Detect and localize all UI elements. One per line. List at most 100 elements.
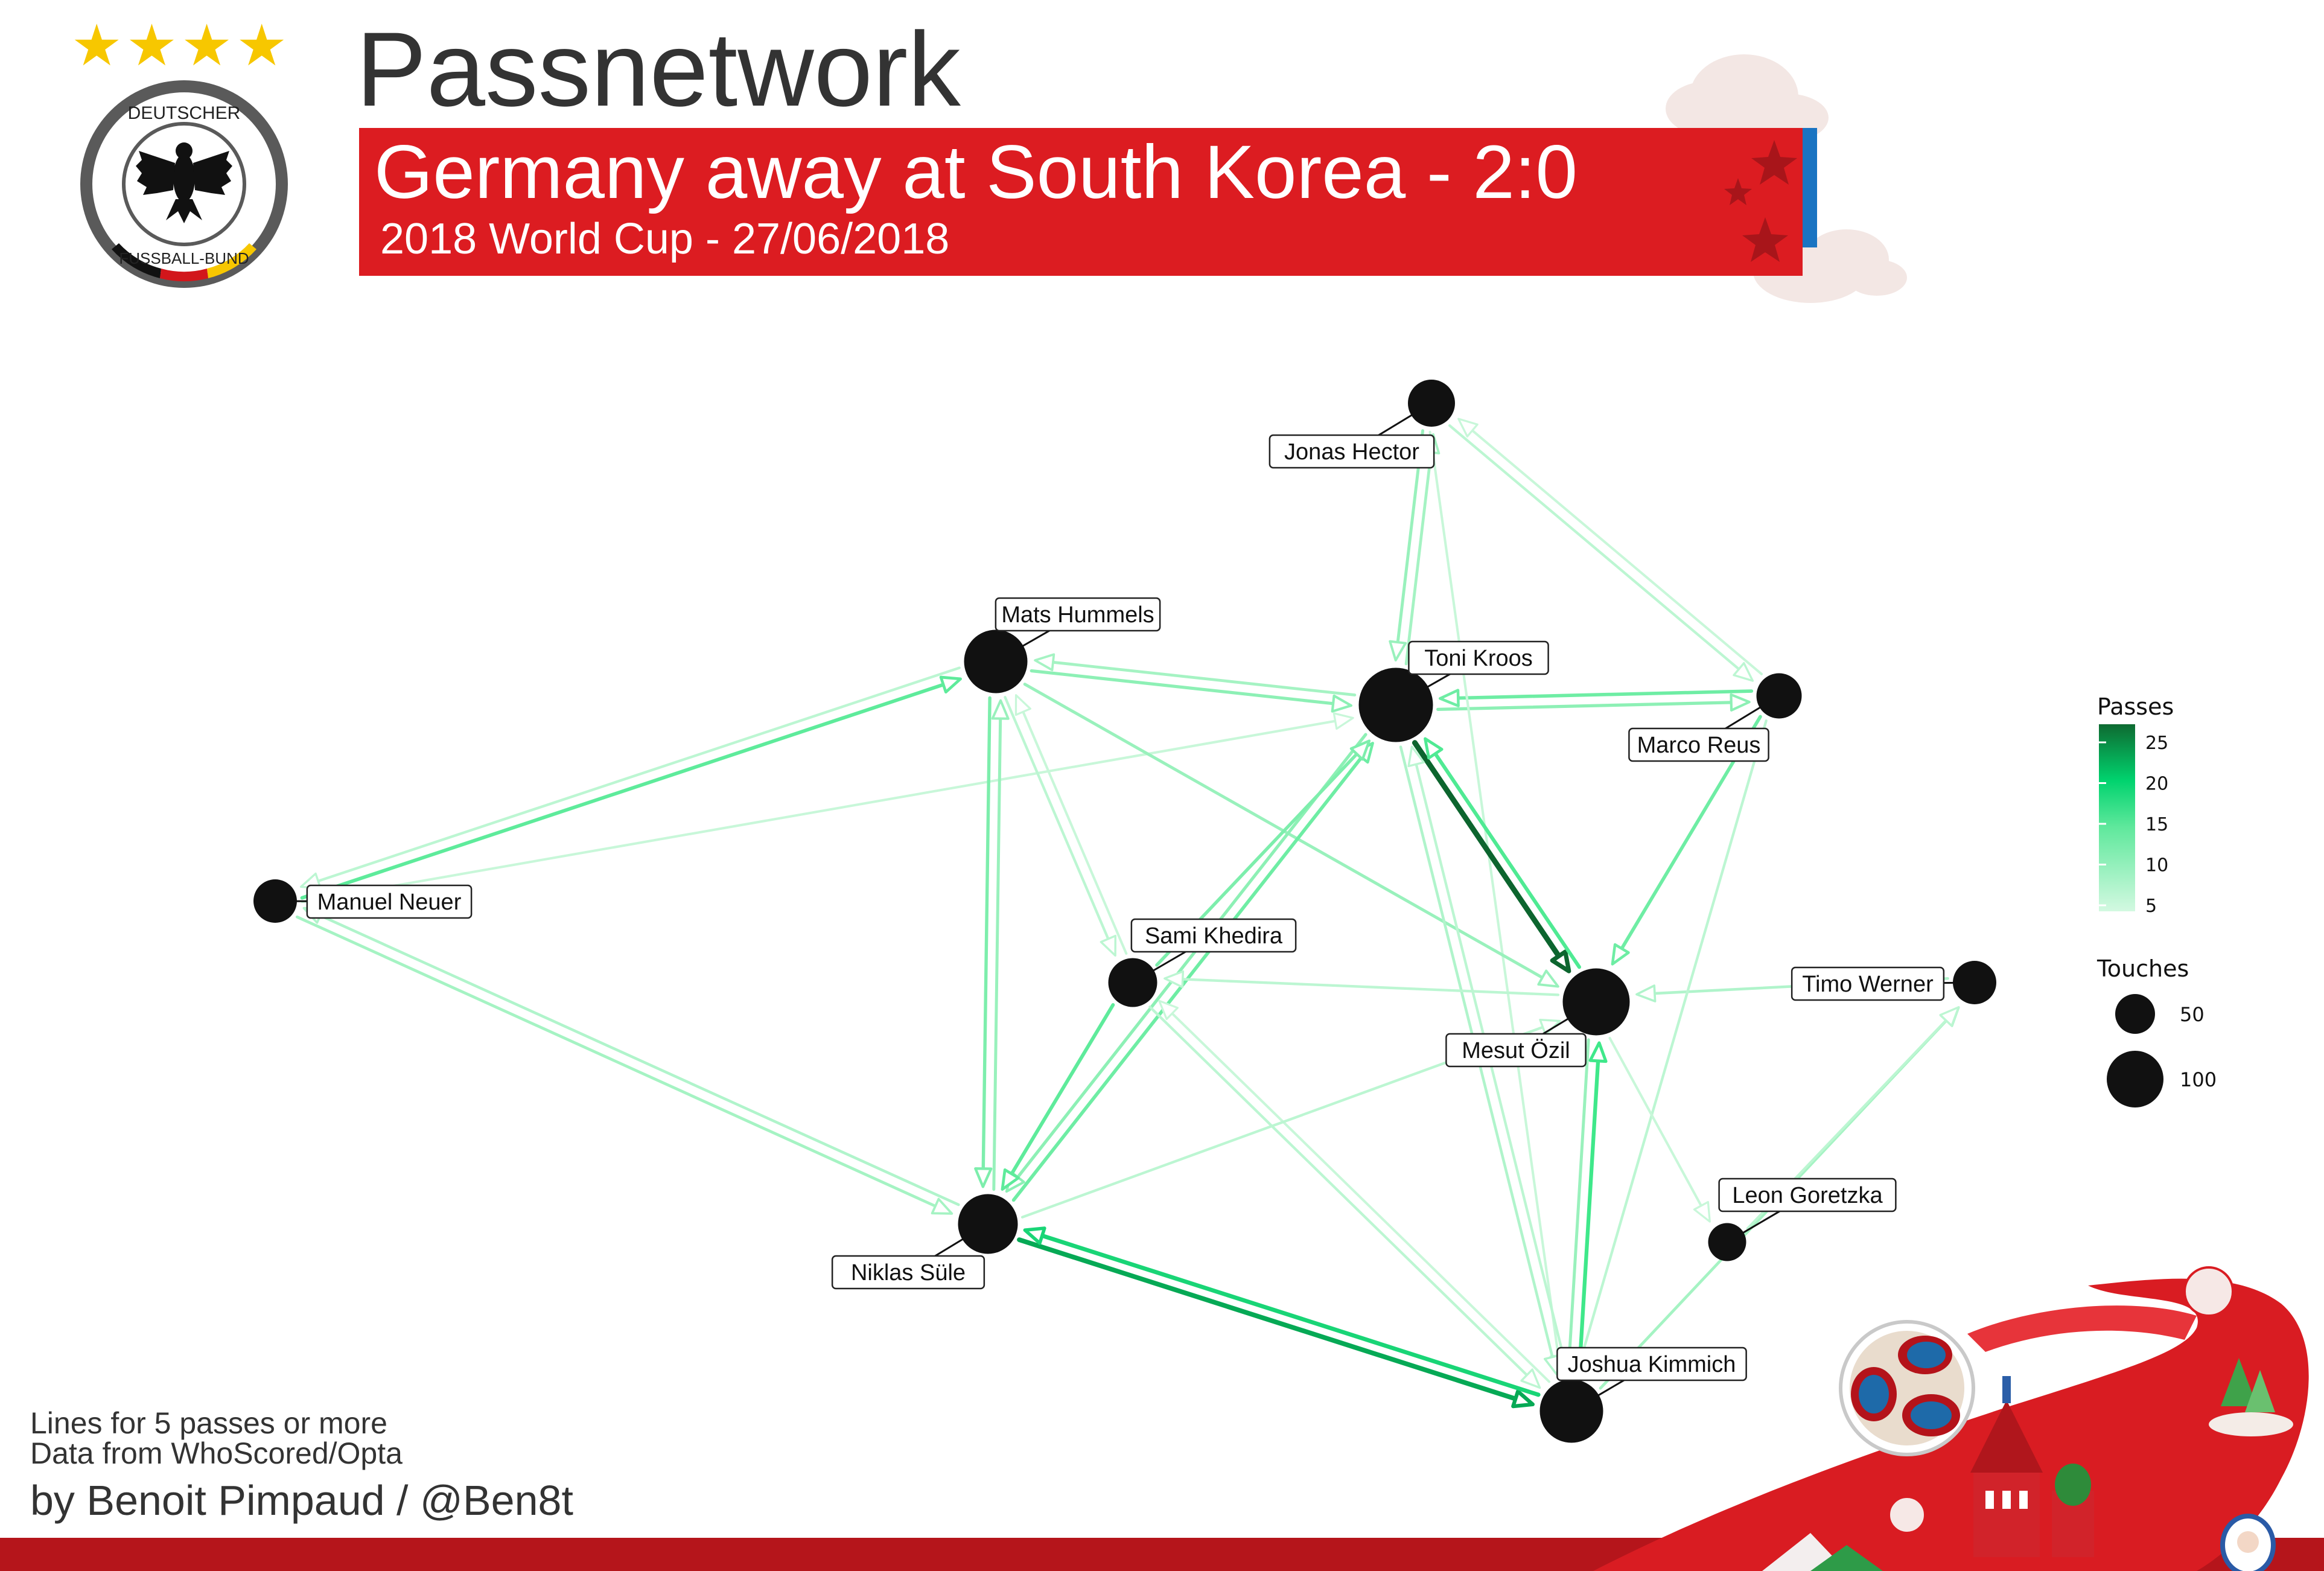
pass-arrowhead-sami-khedira-to-mats-hummels [1014,694,1031,716]
eagle-icon [136,142,232,223]
dfb-logo: DEUTSCHER FUSSBALL-BUND [80,80,288,288]
pass-edge-manuel-neuer-to-mats-hummels [300,680,952,900]
player-label-box [831,1255,985,1290]
player-label-box [1628,727,1769,762]
pass-arrowhead-niklas-sule-to-mats-hummels [991,699,1010,720]
header: ★★★★ DEUTSCHER FUSSBALL-BUND Passnetwork [71,11,1907,303]
player-label-box [1718,1177,1897,1213]
pass-edge-marco-reus-to-jonas-hector [1465,424,1763,675]
player-label-joshua-kimmich: Joshua Kimmich [1568,1352,1736,1377]
player-label-leon-goretzka: Leon Goretzka [1732,1183,1883,1208]
banner [359,128,1803,276]
pass-arrowhead-mesut-ozil-to-leon-goretzka [1693,1200,1711,1223]
page-title: Passnetwork [356,11,961,129]
player-node-niklas-sule [958,1194,1018,1254]
pass-edge-toni-kroos-to-mats-hummels [1044,660,1357,696]
pass-arrowhead-mats-hummels-to-toni-kroos [1331,694,1353,713]
pass-edge-marco-reus-to-toni-kroos [1449,689,1754,700]
footer: Lines for 5 passes or more Data from Who… [0,1266,2324,1571]
pass-arrowhead-manuel-neuer-to-toni-kroos [1332,712,1354,730]
pass-arrowhead-marco-reus-to-mesut-ozil [1611,943,1630,966]
passes-legend-tick-label: 25 [2145,733,2168,754]
player-label-mesut-ozil: Mesut Özil [1462,1038,1570,1063]
pass-edge-sami-khedira-to-niklas-sule [1006,1003,1115,1182]
pass-arrowhead-niklas-sule-to-joshua-kimmich [1511,1389,1535,1409]
pass-arrowhead-toni-kroos-to-mats-hummels [1034,653,1055,672]
player-label-mats-hummels: Mats Hummels [1001,602,1154,628]
pass-edge-joshua-kimmich-to-mesut-ozil [1577,1051,1600,1377]
pass-arrowhead-jonas-hector-to-marco-reus [1733,662,1754,682]
pass-arrowhead-mats-hummels-to-mesut-ozil [1537,969,1559,988]
touches-legend-label-100: 100 [2180,1068,2217,1091]
banner-subtitle: 2018 World Cup - 27/06/2018 [380,215,949,263]
player-label-jonas-hector: Jonas Hector [1284,439,1419,465]
pass-arrowhead-sami-khedira-to-toni-kroos [1349,739,1371,761]
touches-legend-title: Touches [2096,955,2189,982]
player-label-timo-werner: Timo Werner [1802,972,1934,997]
player-node-joshua-kimmich [1539,1379,1603,1443]
pass-edges [295,418,1960,1409]
pass-arrowhead-marco-reus-to-jonas-hector [1457,418,1479,438]
passes-legend-tick-label: 5 [2145,896,2157,917]
player-node-manuel-neuer [253,879,297,923]
pass-edge-jonas-hector-to-joshua-kimmich [1428,430,1561,1364]
pass-arrowhead-manuel-neuer-to-niklas-sule [931,1197,953,1215]
soccer-ball-icon [1839,1320,1975,1456]
pass-edge-toni-kroos-to-niklas-sule [1011,733,1367,1185]
pass-edge-mats-hummels-to-toni-kroos [1030,669,1342,706]
pass-edge-mesut-ozil-to-toni-kroos [1429,745,1581,969]
footer-note-threshold: Lines for 5 passes or more [30,1406,387,1440]
player-label-box [1269,434,1435,469]
pass-edge-joshua-kimmich-to-sami-khedira [1165,1007,1551,1383]
pass-edge-niklas-sule-to-manuel-neuer [312,911,960,1206]
player-label-box [306,884,473,919]
pass-arrowhead-timo-werner-to-mesut-ozil [1635,984,1657,1002]
pass-edge-marco-reus-to-joshua-kimmich [1579,719,1768,1363]
player-label-box [1556,1346,1747,1381]
logo-text-top: DEUTSCHER [128,103,241,123]
pass-edge-sami-khedira-to-mats-hummels [1019,704,1128,955]
player-node-leon-goretzka [1708,1223,1746,1261]
red-stars-decoration [1724,140,1797,262]
pass-edge-mesut-ozil-to-leon-goretzka [1608,1037,1706,1214]
player-label-sami-khedira: Sami Khedira [1145,923,1283,949]
logo-text-bottom: FUSSBALL-BUND [119,249,249,267]
doll-icon [2220,1514,2276,1571]
player-node-mats-hummels [964,629,1028,693]
worldcup-decoration [1593,1266,2309,1571]
pass-edge-toni-kroos-to-jonas-hector [1404,444,1434,666]
player-node-sami-khedira [1108,958,1157,1007]
pass-edge-manuel-neuer-to-niklas-sule [295,915,944,1211]
passes-legend-ticks: 25 20 15 10 5 [2099,733,2168,917]
pass-edge-jonas-hector-to-marco-reus [1448,424,1746,675]
pass-arrowhead-marco-reus-to-toni-kroos [1439,689,1460,707]
pass-arrowhead-toni-kroos-to-mesut-ozil [1550,949,1571,974]
pass-arrowhead-sami-khedira-to-niklas-sule [1001,1168,1020,1191]
pass-edge-mesut-ozil-to-joshua-kimmich [1567,1038,1590,1363]
pass-arrowhead-niklas-sule-to-mesut-ozil [1539,1018,1561,1036]
touches-legend-dot-100 [2107,1051,2163,1107]
pass-edge-manuel-neuer-to-toni-kroos [301,718,1344,903]
passes-legend-tick-label: 20 [2145,774,2168,795]
pass-edge-mats-hummels-to-niklas-sule [981,696,992,1178]
pass-edge-sami-khedira-to-joshua-kimmich [1148,1005,1533,1381]
flower-icon [1888,1266,2234,1534]
pass-edge-joshua-kimmich-to-niklas-sule [1033,1231,1541,1397]
player-label-box [995,597,1161,632]
passes-legend-tick-label: 15 [2145,814,2168,835]
pass-edge-niklas-sule-to-toni-kroos [1011,750,1368,1202]
pass-arrowhead-manuel-neuer-to-mats-hummels [939,675,962,694]
player-label-toni-kroos: Toni Kroos [1424,646,1533,671]
pass-edge-mats-hummels-to-sami-khedira [1004,696,1113,947]
touches-legend-dot-50 [2115,994,2155,1034]
pass-arrowhead-mesut-ozil-to-toni-kroos [1424,737,1444,760]
cloud-decoration [1666,54,1907,303]
pass-arrowhead-toni-kroos-to-marco-reus [1730,693,1751,712]
player-node-marco-reus [1756,673,1802,719]
rating-stars: ★★★★ [71,13,291,79]
player-node-toni-kroos [1358,668,1433,742]
player-label-niklas-sule: Niklas Süle [851,1260,966,1286]
player-label-box [1445,1033,1587,1068]
banner-accent [1803,128,1817,247]
